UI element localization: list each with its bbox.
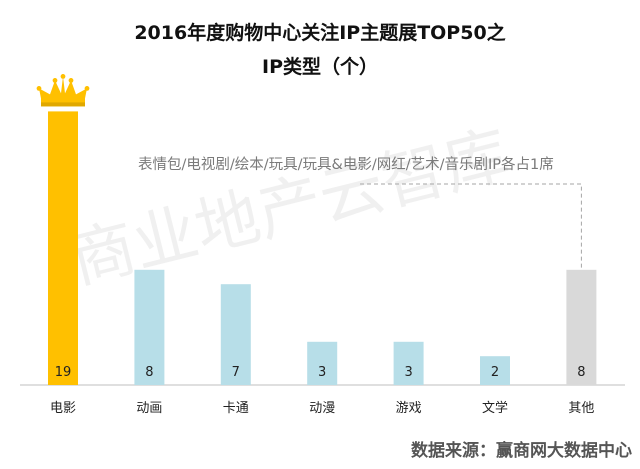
category-label-2: 卡通 [223, 401, 249, 416]
bar-3 [307, 341, 338, 385]
data-source: 数据来源：赢商网大数据中心 [411, 441, 632, 461]
data-label-4: 3 [404, 365, 412, 380]
data-label-5: 2 [491, 365, 499, 380]
bar-1 [134, 269, 165, 385]
crown-tip-3 [68, 78, 74, 83]
annotation-connector [360, 183, 582, 270]
bar-2 [220, 284, 251, 385]
category-label-0: 电影 [50, 401, 76, 416]
crown-tip-2 [60, 74, 66, 79]
chart-title-line2: IP类型（个） [262, 56, 378, 78]
chart-title-line1: 2016年度购物中心关注IP主题展TOP50之 [134, 22, 506, 44]
bar-6 [566, 269, 597, 385]
data-label-1: 8 [145, 365, 153, 380]
data-label-3: 3 [318, 365, 326, 380]
category-label-5: 文学 [482, 400, 508, 416]
category-label-6: 其他 [568, 401, 594, 416]
crown-base-icon [41, 102, 85, 107]
category-label-4: 游戏 [396, 401, 422, 416]
crown-tip-4 [84, 86, 90, 91]
category-label-3: 动漫 [309, 401, 335, 416]
crown-tip-1 [52, 78, 58, 83]
data-label-0: 19 [55, 365, 72, 380]
category-label-1: 动画 [136, 401, 162, 416]
crown-tip-0 [36, 86, 42, 91]
other-category-annotation: 表情包/电视剧/绘本/玩具/玩具&电影/网红/艺术/音乐剧IP各占1席 [138, 157, 554, 173]
bar-0 [48, 111, 78, 386]
bar-5 [480, 356, 510, 385]
data-label-2: 7 [232, 365, 240, 380]
bar-4 [393, 341, 424, 385]
crown-icon [39, 76, 87, 107]
data-label-6: 8 [577, 365, 585, 380]
